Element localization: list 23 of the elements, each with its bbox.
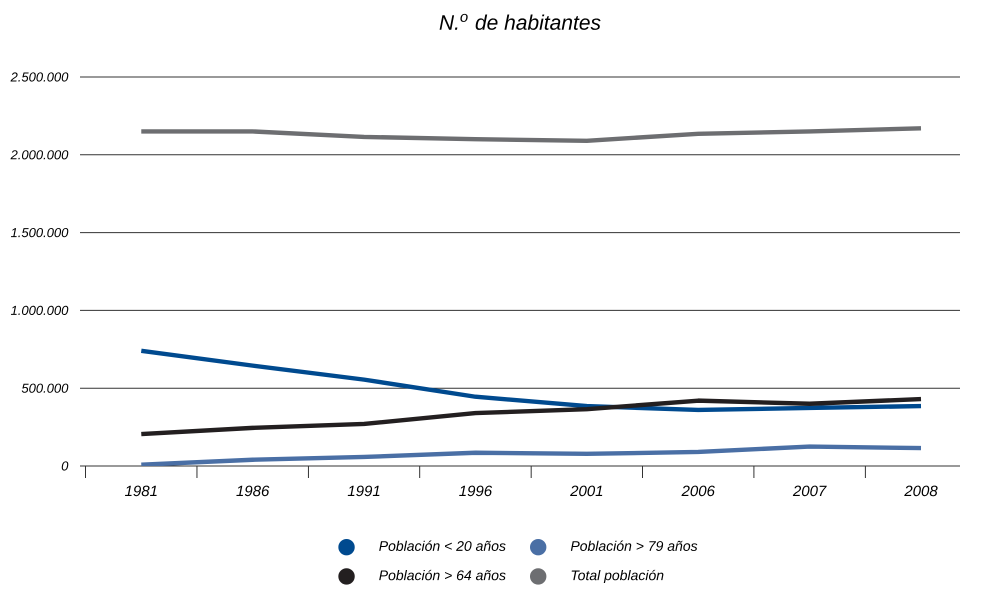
x-tick-label: 2008 <box>904 486 938 496</box>
legend-label: Población > 64 años <box>379 570 506 580</box>
y-tick-label: 500.000 <box>22 384 68 393</box>
x-tick-label: 2001 <box>570 486 602 496</box>
chart-title: N.$^{o}$ de habitantes <box>440 14 601 30</box>
line-series <box>139 444 924 466</box>
x-tick-label: 2006 <box>681 486 715 496</box>
y-tick-label: 1.000.000 <box>10 306 68 315</box>
y-tick-label: 2.500.000 <box>10 72 68 82</box>
legend-label: Población > 79 años <box>570 540 698 551</box>
x-tick-label: 1991 <box>348 486 380 496</box>
y-tick-label: 2.000.000 <box>10 150 68 160</box>
x-tick-label: 1986 <box>236 486 270 496</box>
line-series <box>139 396 924 436</box>
x-tick-label: 1996 <box>459 486 492 496</box>
legend-label: Total población <box>572 570 664 584</box>
line-series <box>139 126 924 143</box>
y-tick-label: 1.500.000 <box>10 228 68 238</box>
line-series <box>139 348 924 412</box>
legend-label: Población < 20 años <box>379 540 506 551</box>
x-tick-label: 1981 <box>124 486 157 496</box>
y-tick-label: 0 <box>62 461 68 471</box>
x-tick-label: 2007 <box>792 486 827 496</box>
